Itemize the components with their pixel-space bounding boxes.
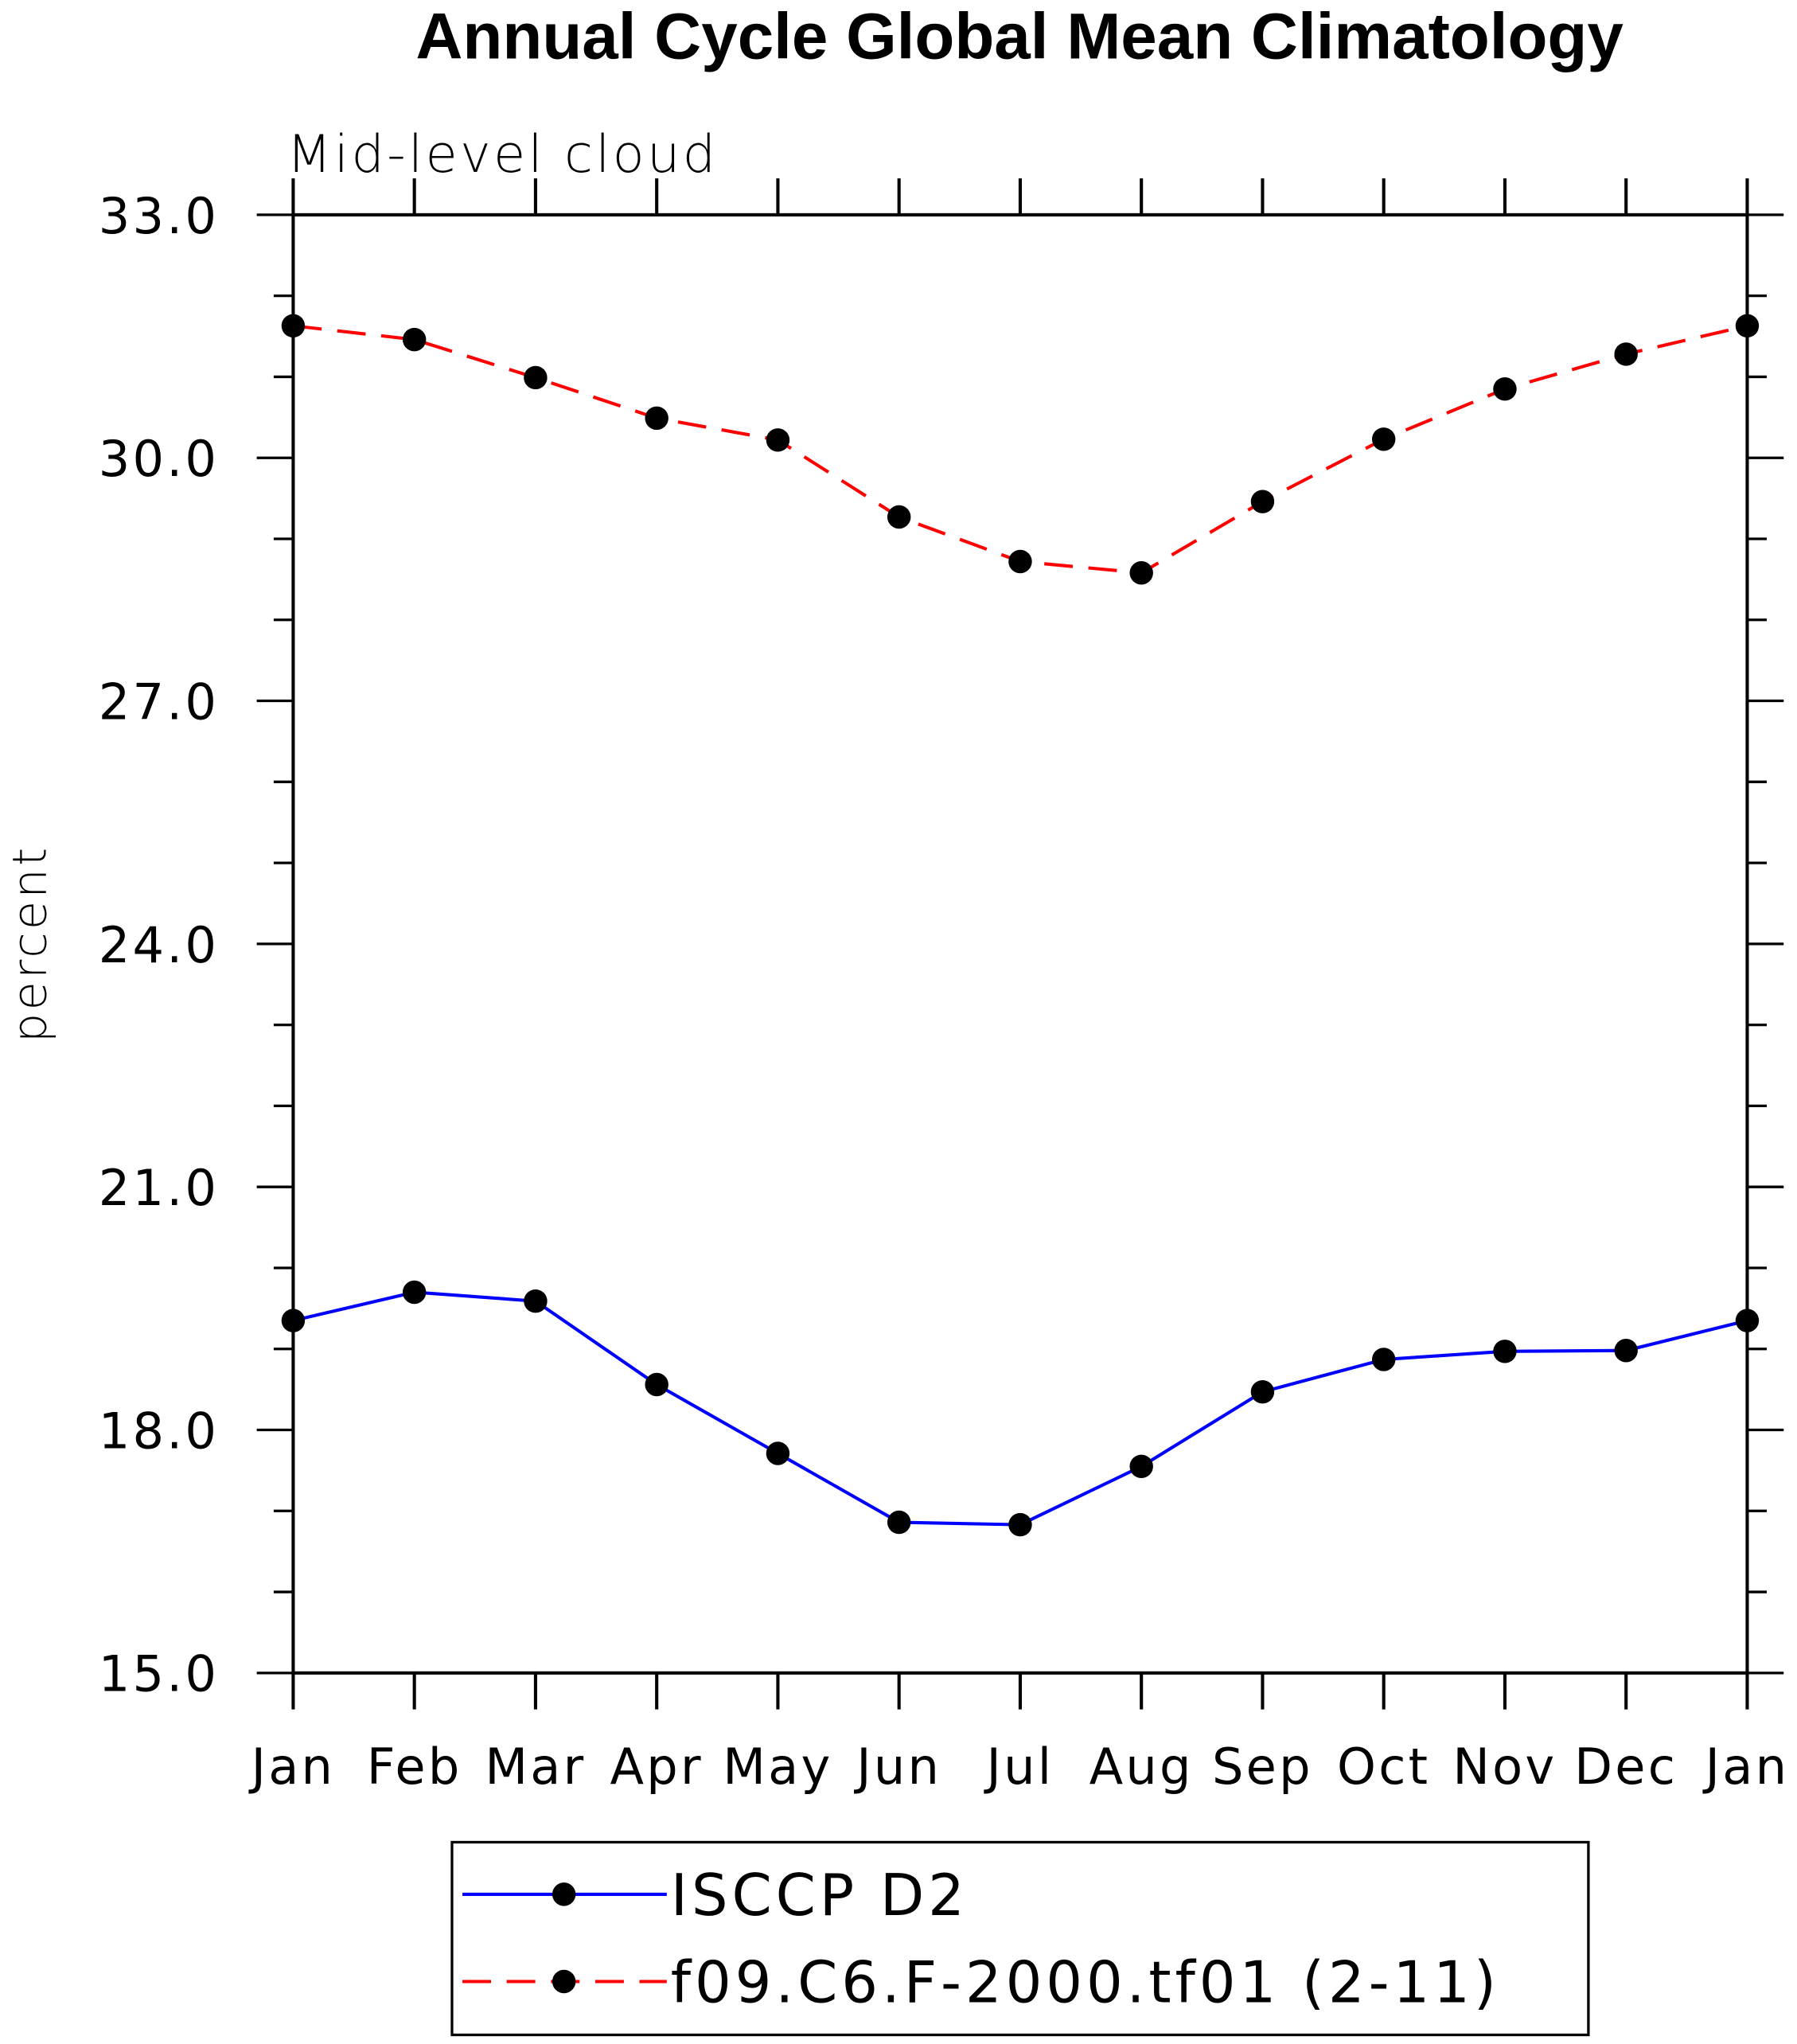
data-point [281,1309,306,1332]
data-point [887,1510,911,1535]
x-tick-label: Jun [853,1738,941,1796]
series-line-1 [293,324,1748,575]
y-tick-label: 33.0 [99,187,219,245]
data-point [766,1441,790,1465]
y-tick-label: 21.0 [99,1159,219,1217]
legend-marker [552,1882,576,1906]
data-point [402,327,427,352]
data-point [1614,342,1638,366]
x-tick-label: Jan [248,1738,336,1796]
x-tick-label: Oct [1337,1738,1430,1796]
y-axis-label: percent [2,845,57,1043]
data-point [524,365,548,390]
x-tick-label: Nov [1452,1738,1557,1796]
x-tick-label: Apr [610,1738,704,1796]
x-tick-label: Mar [485,1738,586,1796]
y-tick-label: 30.0 [99,430,219,488]
x-tick-label: Sep [1212,1738,1313,1796]
data-point [1493,1340,1517,1363]
data-point [645,406,669,431]
legend: ISCCP D2 f09.C6.F-2000.tf01 (2-11) [450,1840,1590,2037]
data-point [887,505,911,529]
data-point [766,428,790,452]
y-tick-label: 18.0 [99,1402,219,1460]
legend-label: ISCCP D2 [671,1862,969,1929]
data-point [645,1372,669,1397]
legend-marker [552,1969,576,1994]
y-tick-label: 15.0 [99,1645,219,1703]
data-point [1129,561,1153,585]
x-tick-label: Jul [984,1738,1054,1796]
legend-label: f09.C6.F-2000.tf01 (2-11) [671,1949,1500,2016]
chart-title: Annual Cycle Global Mean Climatology [415,1,1624,73]
data-point [1250,1379,1275,1404]
data-point [524,1289,548,1313]
data-point [1735,1309,1760,1332]
data-point [1493,376,1517,401]
legend-box [450,1840,1590,2037]
data-point [1614,1339,1638,1363]
data-point [1371,1348,1396,1371]
data-point [1371,427,1396,451]
data-point [402,1280,427,1305]
y-tick-label: 27.0 [99,673,219,731]
series-line-0 [292,1290,1748,1527]
data-point [1250,490,1275,513]
data-point [281,314,306,338]
x-tick-label: Dec [1574,1738,1678,1796]
y-tick-label: 24.0 [99,916,219,974]
x-tick-label: Aug [1090,1738,1194,1796]
data-point [1008,549,1032,574]
x-tick-label: May [723,1738,832,1796]
plot-frame [291,213,1749,1675]
chart-subtitle: Mid-level cloud [287,124,718,185]
data-point [1735,314,1760,338]
x-tick-label: Jan [1702,1738,1790,1796]
x-tick-label: Feb [367,1738,462,1796]
data-point [1008,1512,1032,1537]
data-point [1129,1454,1153,1479]
